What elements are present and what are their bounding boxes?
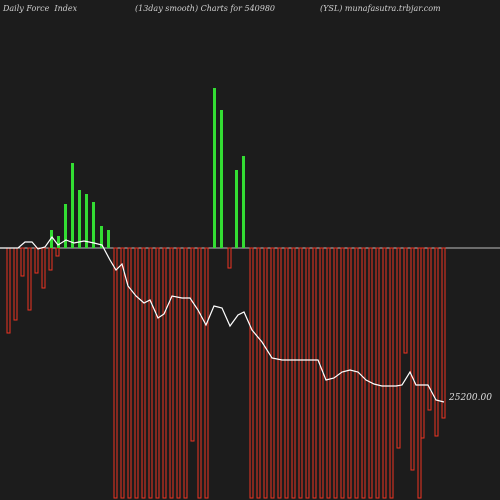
bar (333, 247, 338, 499)
bar (256, 247, 261, 499)
bar (120, 247, 125, 499)
bar (277, 247, 282, 499)
bar (305, 247, 310, 499)
bar (284, 247, 289, 499)
bar (298, 247, 303, 499)
bar (176, 247, 181, 499)
bar (441, 247, 446, 419)
bar (326, 247, 331, 499)
bar (85, 194, 88, 248)
bar (361, 247, 366, 499)
bar (92, 202, 95, 248)
chart-title-right: (YSL) munafasutra.trbjar.com (320, 4, 441, 13)
bar (375, 247, 380, 499)
chart-title-left: Daily Force Index (3, 4, 78, 13)
bar (263, 247, 268, 499)
bar (50, 230, 53, 248)
bar (148, 247, 153, 499)
bar (312, 247, 317, 499)
bar (213, 88, 216, 248)
bar (127, 247, 132, 499)
bar (34, 247, 39, 274)
bar (141, 247, 146, 499)
bar (155, 247, 160, 499)
bar (64, 204, 67, 248)
bar (434, 247, 439, 437)
bar (291, 247, 296, 499)
bar (100, 226, 103, 248)
bar (71, 163, 74, 248)
bar (204, 247, 209, 499)
bar (197, 247, 202, 499)
bar (6, 247, 11, 334)
bar (396, 247, 401, 449)
bar (403, 247, 408, 354)
bar (235, 170, 238, 248)
smooth-line (0, 235, 445, 403)
bar (27, 247, 32, 311)
bar (113, 247, 118, 499)
bar (20, 247, 25, 277)
bar (382, 247, 387, 499)
bar (270, 247, 275, 499)
bar (242, 156, 245, 248)
bar (319, 247, 324, 499)
bar (41, 247, 46, 289)
bar (48, 247, 53, 271)
bar (57, 236, 60, 248)
bar (55, 247, 60, 257)
bar (249, 247, 254, 499)
bar (162, 247, 167, 499)
bar (420, 247, 425, 439)
bar (347, 247, 352, 499)
bar (368, 247, 373, 499)
bar (427, 247, 432, 411)
bar (13, 247, 18, 321)
bar (107, 230, 110, 248)
bar (354, 247, 359, 499)
bar (410, 247, 415, 471)
chart-title-center: (13day smooth) Charts for 540980 (135, 4, 276, 13)
bar (190, 247, 195, 442)
bar (227, 247, 232, 269)
bars-group (6, 88, 446, 499)
bar (78, 190, 81, 248)
bar (183, 247, 188, 499)
value-label: 25200.00 (448, 393, 492, 403)
bar (134, 247, 139, 499)
bar (169, 247, 174, 499)
bar (220, 110, 223, 248)
bar (389, 247, 394, 499)
